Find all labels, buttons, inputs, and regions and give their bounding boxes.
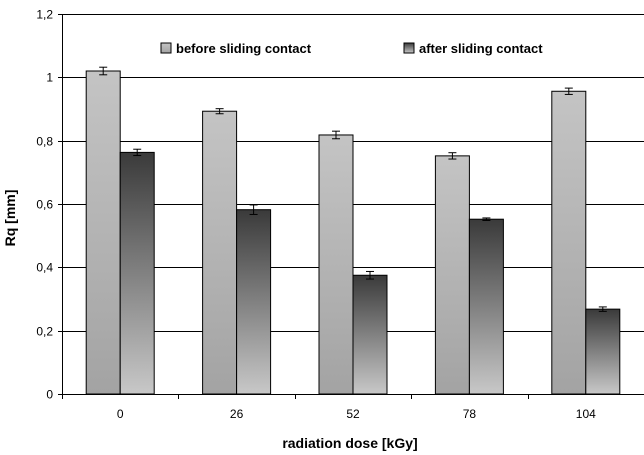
legend: before sliding contact after sliding con… (160, 41, 543, 56)
y-tick-label: 1 (46, 71, 53, 85)
y-tick-labels: 0 0,2 0,4 0,6 0,8 1 1,2 (36, 8, 53, 402)
bar-after (585, 308, 621, 395)
x-tick-labels: 0 26 52 78 104 (117, 407, 596, 421)
y-axis-title: Rq [mm] (2, 190, 18, 247)
bar-before (202, 110, 238, 395)
y-tick-label: 0 (46, 388, 53, 402)
y-tick-label: 1,2 (36, 8, 53, 22)
legend-swatch-before (160, 42, 172, 54)
bar-after (352, 274, 388, 395)
x-tick-label: 78 (463, 407, 477, 421)
bar-after (468, 218, 504, 395)
y-tick-label: 0,6 (36, 198, 53, 212)
bar-before (318, 134, 354, 395)
x-tick-label: 104 (576, 407, 596, 421)
y-tick-label: 0,8 (36, 135, 53, 149)
y-tick-label: 0,4 (36, 261, 53, 275)
bar-before (434, 155, 470, 395)
axes (58, 14, 644, 399)
x-tick-label: 52 (346, 407, 360, 421)
bar-before (85, 70, 121, 395)
bar-after (236, 209, 272, 395)
x-tick-label: 0 (117, 407, 124, 421)
bar-before (551, 90, 587, 395)
bar-after (119, 151, 155, 395)
legend-swatch-after (403, 42, 415, 54)
x-axis-title: radiation dose [kGy] (282, 435, 417, 451)
bars (85, 70, 621, 395)
x-tick-label: 26 (230, 407, 244, 421)
legend-label-before: before sliding contact (176, 41, 312, 56)
error-bars (99, 66, 607, 312)
y-tick-label: 0,2 (36, 325, 53, 339)
legend-label-after: after sliding contact (419, 41, 543, 56)
